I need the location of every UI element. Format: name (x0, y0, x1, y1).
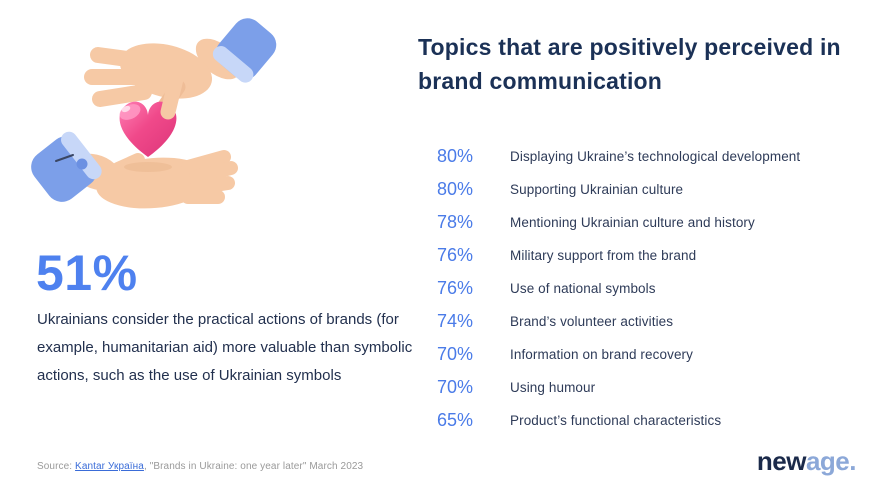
topic-label: Information on brand recovery (510, 347, 693, 362)
topic-percentage: 74% (437, 311, 474, 331)
topic-row: 76% Military support from the brand (437, 239, 857, 272)
logo-text-new: new (756, 446, 807, 476)
top-hand (84, 18, 277, 118)
page-title: Topics that are positively perceived in … (418, 34, 841, 94)
topic-percentage: 78% (437, 212, 474, 232)
topics-list: 80% Displaying Ukraine’s technological d… (437, 140, 857, 437)
topic-label: Displaying Ukraine’s technological devel… (510, 149, 801, 164)
topic-label: Mentioning Ukrainian culture and history (510, 215, 755, 230)
topic-label: Supporting Ukrainian culture (510, 182, 684, 197)
topic-label: Brand’s volunteer activities (510, 314, 674, 329)
topic-row: 70% Information on brand recovery (437, 338, 857, 371)
bottom-hand (31, 131, 238, 209)
topic-label: Product’s functional characteristics (510, 413, 722, 428)
topic-row: 65% Product’s functional characteristics (437, 404, 857, 437)
topic-row: 78% Mentioning Ukrainian culture and his… (437, 206, 857, 239)
topic-percentage: 70% (437, 344, 474, 364)
topic-row: 76% Use of national symbols (437, 272, 857, 305)
stat-description: Ukrainians consider the practical action… (37, 311, 413, 384)
stat-value: 51% (36, 245, 138, 301)
topic-percentage: 80% (437, 146, 474, 166)
topic-label: Military support from the brand (510, 248, 697, 263)
topic-row: 70% Using humour (437, 371, 857, 404)
newage-logo: newage. (756, 446, 857, 476)
topic-percentage: 70% (437, 377, 474, 397)
topic-row: 74% Brand’s volunteer activities (437, 305, 857, 338)
topic-percentage: 80% (437, 179, 474, 199)
source-suffix: , "Brands in Ukraine: one year later" Ma… (143, 461, 364, 472)
source-link[interactable]: Kantar Україна (75, 461, 144, 472)
topic-row: 80% Supporting Ukrainian culture (437, 173, 857, 206)
hands-heart-illustration (31, 18, 277, 209)
topic-percentage: 76% (437, 245, 474, 265)
topic-label: Using humour (510, 380, 596, 395)
logo-text-age: age. (805, 446, 857, 476)
source-prefix: Source: (37, 461, 76, 472)
topic-percentage: 76% (437, 278, 474, 298)
topic-row: 80% Displaying Ukraine’s technological d… (437, 140, 857, 173)
pinching-finger (160, 71, 184, 120)
topic-label: Use of national symbols (510, 281, 656, 296)
source-line: Source: Kantar Україна, "Brands in Ukrai… (37, 461, 363, 472)
topic-percentage: 65% (437, 410, 474, 430)
